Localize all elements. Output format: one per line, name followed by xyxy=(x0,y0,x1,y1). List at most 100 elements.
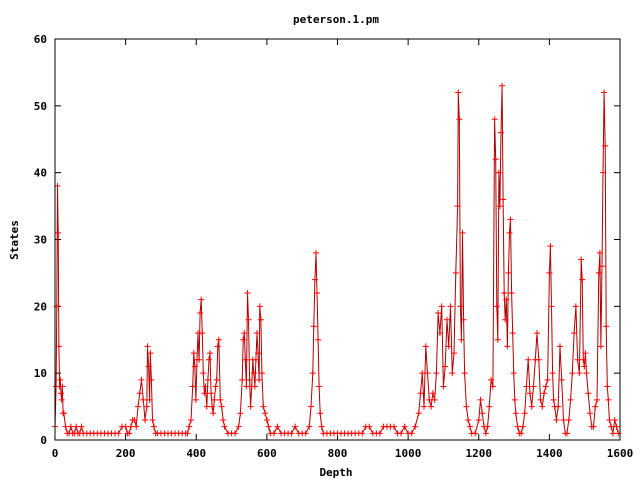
plot-frame xyxy=(54,38,621,441)
data-point xyxy=(315,336,322,343)
data-point xyxy=(518,430,525,437)
data-point xyxy=(316,383,323,390)
data-point xyxy=(597,343,604,350)
x-tick-label: 200 xyxy=(116,447,136,460)
data-point xyxy=(237,410,244,417)
data-point xyxy=(486,403,493,410)
data-point xyxy=(210,410,217,417)
data-point xyxy=(523,383,530,390)
y-tick-label: 40 xyxy=(34,167,47,180)
data-point xyxy=(528,403,535,410)
data-point xyxy=(578,256,585,263)
x-tick-label: 600 xyxy=(257,447,277,460)
data-point xyxy=(190,350,197,357)
data-point xyxy=(556,343,563,350)
data-point xyxy=(447,303,454,310)
data-point xyxy=(503,296,510,303)
data-point xyxy=(565,416,572,423)
data-point xyxy=(424,370,431,377)
data-point xyxy=(525,356,532,363)
data-point xyxy=(477,396,484,403)
data-point xyxy=(391,423,397,430)
data-point xyxy=(499,82,506,89)
data-point xyxy=(140,396,147,403)
data-point xyxy=(560,416,567,423)
data-point xyxy=(567,396,574,403)
data-point xyxy=(454,203,461,210)
data-point xyxy=(134,403,141,410)
data-point xyxy=(73,423,80,430)
data-point xyxy=(495,169,502,176)
data-point xyxy=(431,396,438,403)
data-point xyxy=(239,376,246,383)
data-point xyxy=(534,330,541,337)
data-point xyxy=(461,370,468,377)
data-point xyxy=(572,303,579,310)
y-tick-label: 10 xyxy=(34,367,47,380)
data-point xyxy=(592,403,599,410)
data-point xyxy=(507,216,514,223)
data-point xyxy=(582,350,589,357)
data-point xyxy=(213,376,220,383)
data-point xyxy=(426,396,433,403)
data-point xyxy=(309,370,316,377)
data-point xyxy=(192,396,199,403)
data-point xyxy=(438,303,445,310)
data-point xyxy=(576,370,583,377)
data-point xyxy=(541,390,548,397)
data-point xyxy=(241,330,248,337)
data-point xyxy=(55,343,62,350)
data-point xyxy=(580,356,587,363)
data-point xyxy=(186,423,193,430)
data-point xyxy=(253,330,260,337)
data-point xyxy=(218,403,225,410)
data-point xyxy=(197,310,204,317)
data-point xyxy=(455,89,462,96)
data-point xyxy=(564,430,571,437)
data-point xyxy=(62,423,69,430)
data-point xyxy=(189,383,196,390)
data-point xyxy=(58,390,65,397)
data-point xyxy=(244,289,251,296)
data-point xyxy=(58,396,65,403)
data-point xyxy=(263,416,270,423)
x-tick-label: 800 xyxy=(328,447,348,460)
data-point xyxy=(198,296,205,303)
data-point xyxy=(422,343,429,350)
data-point xyxy=(512,410,519,417)
data-point xyxy=(537,396,544,403)
data-point xyxy=(493,303,500,310)
data-point xyxy=(583,370,590,377)
data-point xyxy=(613,423,620,430)
data-point xyxy=(401,423,408,430)
data-point xyxy=(535,356,542,363)
data-point xyxy=(458,336,465,343)
data-point xyxy=(256,376,263,383)
data-point xyxy=(138,376,145,383)
data-point xyxy=(571,330,578,337)
data-point xyxy=(539,403,546,410)
data-point xyxy=(443,316,450,323)
data-point xyxy=(398,430,405,437)
data-point xyxy=(214,343,221,350)
y-axis-label: States xyxy=(8,220,21,260)
data-point xyxy=(204,376,211,383)
y-tick-label: 30 xyxy=(34,234,47,247)
data-point xyxy=(142,416,149,423)
data-point xyxy=(435,310,442,317)
data-point xyxy=(60,410,67,417)
data-point xyxy=(451,350,458,357)
data-point xyxy=(433,370,440,377)
data-point xyxy=(252,356,259,363)
data-point xyxy=(605,396,612,403)
data-point xyxy=(147,350,154,357)
data-point xyxy=(133,423,140,430)
data-point xyxy=(601,89,608,96)
data-point xyxy=(115,430,122,437)
data-point xyxy=(452,269,459,276)
data-point xyxy=(586,410,593,417)
data-point xyxy=(508,289,515,296)
data-point xyxy=(489,383,496,390)
x-tick-label: 1600 xyxy=(607,447,634,460)
data-point xyxy=(496,203,503,210)
